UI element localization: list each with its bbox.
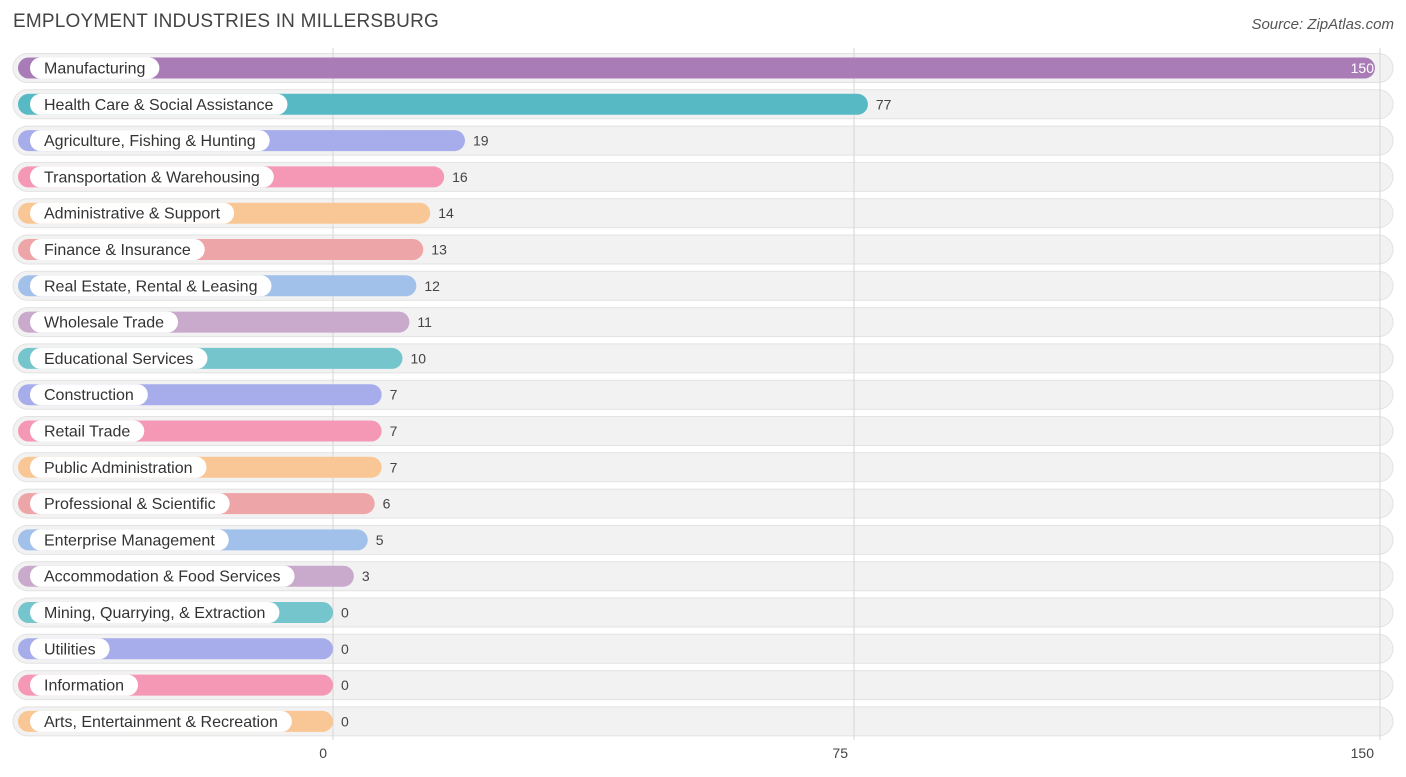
bar-row: Accommodation & Food Services 3 — [18, 565, 370, 587]
bar-row: Arts, Entertainment & Recreation 0 — [18, 710, 349, 732]
chart-title: EMPLOYMENT INDUSTRIES IN MILLERSBURG — [13, 11, 439, 32]
value-label: 13 — [431, 242, 447, 258]
category-label-bg — [30, 638, 110, 660]
bar — [18, 57, 1375, 79]
value-label: 6 — [383, 496, 391, 512]
category-label-bg — [30, 239, 205, 260]
category-label-bg — [30, 166, 274, 188]
category-label: Public Administration — [44, 460, 193, 477]
value-label: 150 — [1351, 60, 1375, 76]
category-label-bg — [30, 456, 207, 478]
category-label: Mining, Quarrying, & Extraction — [44, 605, 265, 622]
value-label: 5 — [376, 532, 384, 548]
value-label: 14 — [438, 205, 454, 221]
bar-row: Manufacturing 150 — [18, 57, 1375, 79]
row-track — [12, 597, 1394, 628]
value-label: 0 — [341, 677, 349, 693]
category-label-bg — [30, 384, 148, 406]
value-label: 7 — [390, 459, 398, 475]
category-label: Information — [44, 678, 124, 695]
x-axis: 0 75 150 — [319, 745, 1374, 761]
value-label: 0 — [341, 605, 349, 621]
value-label: 7 — [390, 387, 398, 403]
category-label-bg — [30, 202, 235, 224]
bar-row: Health Care & Social Assistance 77 — [18, 93, 892, 115]
x-tick-label: 150 — [1351, 745, 1375, 761]
category-label-bg — [30, 347, 208, 369]
category-label: Manufacturing — [44, 61, 145, 78]
category-label-bg — [30, 420, 145, 442]
category-label: Professional & Scientific — [44, 496, 216, 513]
category-label-bg — [30, 674, 139, 696]
category-label: Utilities — [44, 641, 96, 658]
category-label-bg — [30, 529, 229, 551]
chart-source: Source: ZipAtlas.com — [1251, 16, 1394, 33]
bar-row: Utilities 0 — [18, 638, 349, 660]
category-label: Educational Services — [44, 351, 193, 368]
bar-row: Administrative & Support 14 — [18, 202, 454, 224]
bar-row: Construction 7 — [18, 384, 398, 406]
category-label-bg — [30, 130, 270, 152]
row-track — [12, 561, 1394, 592]
category-label-bg — [30, 565, 295, 587]
value-label: 77 — [876, 96, 892, 112]
category-label-bg — [30, 602, 280, 623]
row-track — [12, 670, 1394, 701]
bar-row: Public Administration 7 — [18, 456, 398, 478]
category-label-bg — [30, 57, 160, 79]
category-label: Construction — [44, 387, 134, 404]
bar-row: Educational Services 10 — [18, 347, 426, 369]
bar-row: Wholesale Trade 11 — [18, 311, 432, 333]
bar-row: Agriculture, Fishing & Hunting 19 — [18, 130, 489, 152]
row-track — [12, 706, 1394, 737]
category-label: Accommodation & Food Services — [44, 569, 281, 586]
value-label: 10 — [410, 350, 426, 366]
category-label: Finance & Insurance — [44, 242, 191, 259]
category-label: Transportation & Warehousing — [44, 169, 260, 186]
category-label: Wholesale Trade — [44, 315, 164, 332]
value-label: 19 — [473, 133, 489, 149]
x-tick-label: 0 — [319, 745, 327, 761]
category-label-bg — [30, 93, 288, 115]
category-label: Health Care & Social Assistance — [44, 97, 274, 114]
row-track — [12, 633, 1394, 664]
category-label: Real Estate, Rental & Leasing — [44, 278, 257, 295]
value-label: 11 — [417, 314, 432, 330]
bar-row: Retail Trade 7 — [18, 420, 398, 442]
value-label: 7 — [390, 423, 398, 439]
category-label: Arts, Entertainment & Recreation — [44, 714, 278, 731]
value-label: 0 — [341, 713, 349, 729]
bar-row: Mining, Quarrying, & Extraction 0 — [18, 602, 349, 623]
category-label: Retail Trade — [44, 424, 130, 441]
category-label-bg — [30, 710, 292, 732]
bar-row: Professional & Scientific 6 — [18, 493, 391, 515]
value-label: 16 — [452, 169, 468, 185]
bar-row: Information 0 — [18, 674, 349, 696]
category-label-bg — [30, 275, 272, 297]
category-label-bg — [30, 493, 230, 515]
bar-row: Transportation & Warehousing 16 — [18, 166, 468, 188]
value-label: 3 — [362, 568, 370, 584]
value-label: 12 — [424, 278, 440, 294]
bar-row: Enterprise Management 5 — [18, 529, 384, 551]
bar-row: Real Estate, Rental & Leasing 12 — [18, 275, 440, 297]
bar-row: Finance & Insurance 13 — [18, 239, 447, 260]
category-label: Enterprise Management — [44, 532, 215, 549]
value-label: 0 — [341, 641, 349, 657]
category-label: Administrative & Support — [44, 206, 221, 223]
category-label: Agriculture, Fishing & Hunting — [44, 133, 256, 150]
category-label-bg — [30, 311, 179, 333]
x-tick-label: 75 — [832, 745, 848, 761]
